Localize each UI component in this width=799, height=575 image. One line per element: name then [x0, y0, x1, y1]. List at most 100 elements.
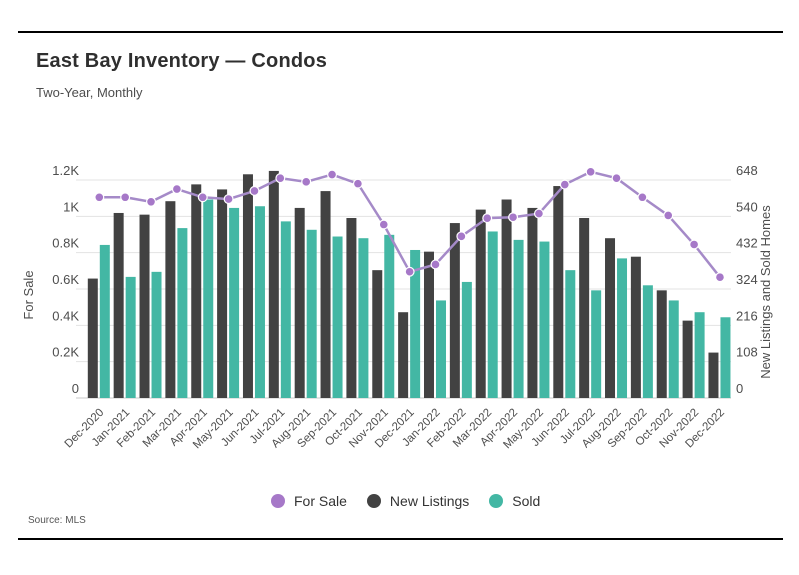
for-sale-point	[378, 219, 389, 230]
bar-new-listings	[320, 191, 331, 398]
bar-new-listings	[139, 214, 150, 398]
left-axis-tick-label: 0.6K	[52, 272, 79, 287]
bar-sold	[513, 239, 524, 398]
bar-sold	[487, 231, 498, 398]
bar-new-listings	[449, 223, 460, 398]
for-sale-point	[508, 212, 519, 223]
bar-sold	[384, 234, 395, 398]
bar-sold	[254, 206, 265, 398]
bar-sold	[229, 207, 240, 398]
legend-label: For Sale	[294, 493, 347, 509]
bar-new-listings	[87, 278, 98, 398]
bar-new-listings	[682, 320, 693, 398]
sold-dot-icon	[489, 494, 504, 508]
for-sale-point	[146, 196, 157, 207]
bar-new-listings	[191, 184, 202, 398]
right-axis-tick-label: 324	[736, 272, 758, 287]
for-sale-point	[171, 184, 182, 195]
bar-sold	[435, 300, 446, 398]
legend-label: New Listings	[389, 493, 470, 509]
for-sale-point	[120, 192, 131, 203]
bar-new-listings	[346, 218, 357, 398]
bar-new-listings	[217, 189, 228, 398]
bar-new-listings	[268, 170, 279, 398]
bar-new-listings	[475, 209, 486, 398]
for-sale-point	[714, 272, 725, 283]
left-axis-tick-label: 1.2K	[52, 163, 79, 178]
bar-sold	[306, 229, 317, 398]
for-sale-dot-icon	[271, 494, 285, 508]
bar-sold	[668, 300, 679, 398]
for-sale-point	[663, 210, 674, 221]
for-sale-point	[637, 192, 648, 203]
bar-sold	[332, 236, 343, 398]
for-sale-point	[456, 231, 467, 242]
for-sale-point	[223, 194, 234, 205]
right-axis-tick-label: 540	[736, 199, 758, 214]
bar-new-listings	[553, 186, 564, 398]
chart-legend: For Sale New Listings Sold	[271, 493, 540, 509]
legend-item-new-listings: New Listings	[366, 493, 470, 509]
left-axis-tick-label: 1K	[63, 199, 79, 214]
for-sale-point	[585, 166, 596, 177]
bar-sold	[720, 317, 731, 398]
bar-new-listings	[579, 218, 590, 398]
bar-sold	[203, 199, 214, 398]
right-axis-tick-label: 648	[736, 163, 758, 178]
bar-sold	[565, 270, 576, 398]
bar-new-listings	[294, 207, 305, 398]
bar-sold	[642, 285, 653, 398]
bar-sold	[591, 290, 602, 398]
for-sale-point	[301, 176, 312, 187]
bar-new-listings	[113, 212, 124, 398]
right-axis-tick-label: 216	[736, 308, 758, 323]
legend-item-for-sale: For Sale	[271, 493, 347, 509]
right-axis-title: New Listings and Sold Homes	[758, 205, 773, 379]
bar-new-listings	[527, 207, 538, 398]
bar-sold	[151, 271, 162, 398]
for-sale-point	[533, 208, 544, 219]
bar-new-listings	[423, 251, 434, 398]
bar-sold	[410, 249, 421, 398]
bar-sold	[177, 228, 188, 398]
bar-sold	[461, 281, 472, 398]
left-axis-title: For Sale	[21, 270, 36, 319]
chart-title: East Bay Inventory — Condos	[36, 50, 328, 72]
bar-new-listings	[708, 352, 719, 398]
bar-new-listings	[398, 312, 409, 398]
for-sale-point	[482, 213, 493, 224]
bar-sold	[125, 276, 136, 398]
right-axis-tick-label: 108	[736, 345, 758, 360]
bottom-border-rule	[18, 538, 783, 540]
left-axis-tick-label: 0.4K	[52, 308, 79, 323]
left-axis-tick-label: 0.2K	[52, 345, 79, 360]
bar-sold	[99, 244, 110, 398]
bar-sold	[617, 258, 628, 398]
legend-item-sold: Sold	[489, 493, 540, 509]
top-border-rule	[18, 31, 783, 33]
legend-label: Sold	[512, 493, 541, 509]
for-sale-point	[327, 169, 338, 180]
bar-new-listings	[501, 199, 512, 398]
bar-sold	[280, 221, 291, 398]
bar-new-listings	[656, 290, 667, 398]
bar-sold	[358, 238, 369, 398]
bar-new-listings	[630, 256, 641, 398]
bar-new-listings	[165, 201, 176, 398]
for-sale-point	[197, 192, 208, 203]
bar-new-listings	[605, 238, 616, 398]
right-axis-tick-label: 432	[736, 236, 758, 251]
for-sale-point	[611, 173, 622, 184]
for-sale-point	[689, 239, 700, 250]
chart-subtitle: Two-Year, Monthly	[36, 85, 143, 100]
left-axis-tick-label: 0.8K	[52, 236, 79, 251]
for-sale-point	[352, 178, 363, 189]
for-sale-point	[94, 192, 105, 203]
for-sale-point	[275, 173, 286, 184]
bar-sold	[539, 241, 550, 398]
right-axis-tick-label: 0	[736, 381, 743, 396]
bar-new-listings	[242, 174, 253, 398]
bar-sold	[694, 312, 705, 398]
